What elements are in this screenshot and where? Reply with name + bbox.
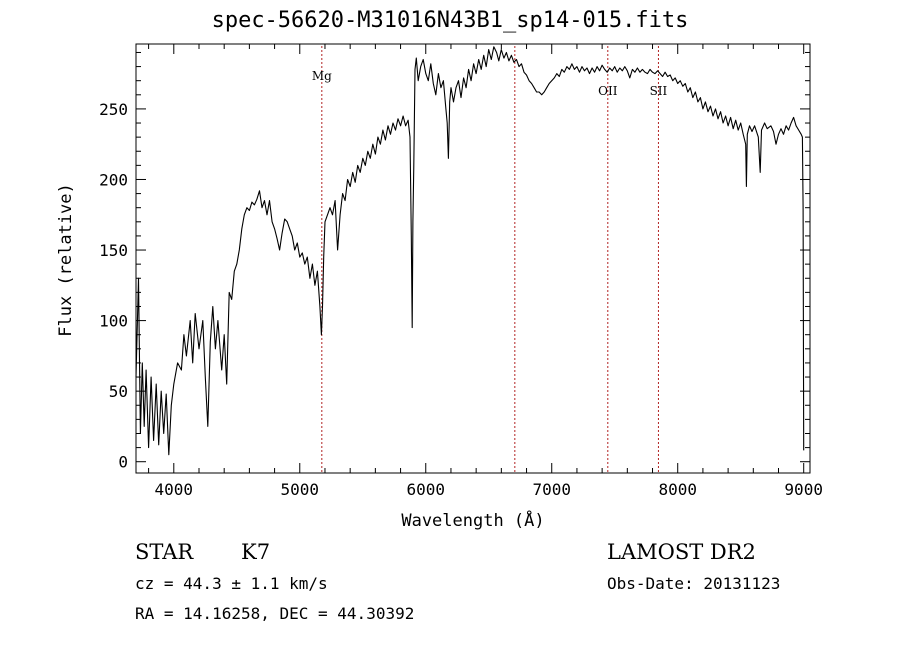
- axes-frame: 4000 5000 6000 7000 8000 9000 0 50 100 150 200 250: [99, 43, 823, 499]
- survey-label: LAMOST DR2: [607, 540, 756, 564]
- coordinates-readout: RA = 14.16258, DEC = 44.30392: [135, 604, 415, 623]
- plot-frame: [135, 43, 811, 474]
- y-tick-label: 0: [118, 453, 128, 472]
- series-layer: [135, 46, 805, 456]
- y-tick-label: 100: [99, 312, 128, 331]
- object-class: STAR: [135, 540, 194, 564]
- x-tick-label: 8000: [658, 480, 697, 499]
- line-marker-label: Mg: [312, 69, 332, 83]
- spectrum-line: [135, 46, 805, 456]
- y-tick-label: 200: [99, 170, 128, 189]
- x-tick-label: 6000: [406, 480, 445, 499]
- y-tick-label: 50: [109, 382, 128, 401]
- y-tick-label: 250: [99, 100, 128, 119]
- x-tick-label: 4000: [155, 480, 194, 499]
- line-marker-label: OII: [598, 84, 618, 98]
- y-axis-label: Flux (relative): [56, 183, 76, 337]
- chart-title: spec-56620-M31016N43B1_sp14-015.fits: [211, 8, 689, 33]
- x-axis-label: Wavelength (Å): [401, 511, 545, 531]
- obs-date: Obs-Date: 20131123: [607, 574, 781, 593]
- spectral-line-markers: Mg OII SII: [312, 46, 668, 473]
- object-subclass: K7: [241, 540, 271, 564]
- line-marker-label: SII: [650, 84, 668, 98]
- y-tick-label: 150: [99, 241, 128, 260]
- x-tick-label: 5000: [281, 480, 320, 499]
- x-tick-label: 9000: [784, 480, 823, 499]
- x-tick-label: 7000: [532, 480, 571, 499]
- redshift-readout: cz = 44.3 ± 1.1 km/s: [135, 574, 328, 593]
